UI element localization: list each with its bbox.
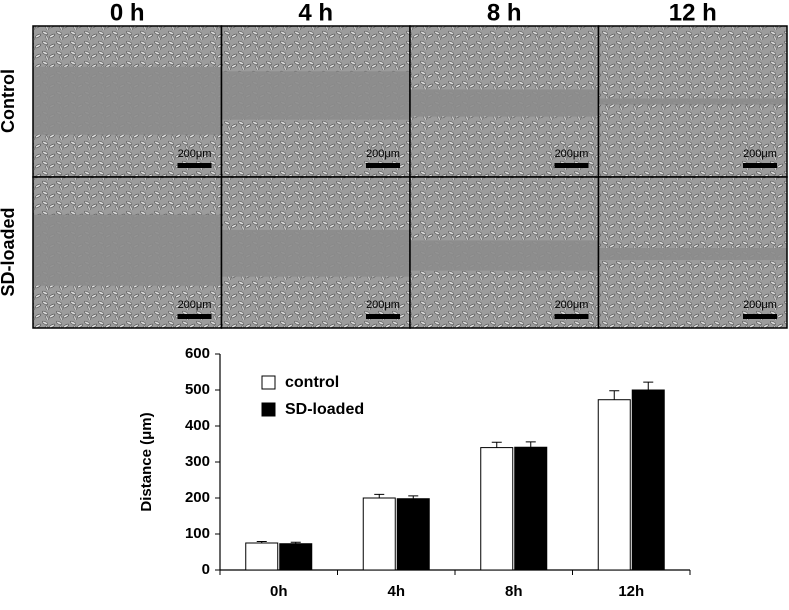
row-label: Control xyxy=(0,69,18,133)
scale-bar xyxy=(366,314,400,319)
column-header: 12 h xyxy=(669,0,717,26)
y-tick-label: 200 xyxy=(185,489,210,506)
wound-gap xyxy=(598,247,787,261)
x-tick-label: 8h xyxy=(505,583,523,600)
error-bar xyxy=(525,441,536,448)
x-tick-label: 0h xyxy=(270,583,288,600)
row-label: SD-loaded xyxy=(0,207,18,296)
scale-bar-label: 200μm xyxy=(555,299,589,311)
column-header: 4 h xyxy=(298,0,333,26)
error-bar xyxy=(491,441,502,448)
bar xyxy=(396,498,430,571)
x-tick-label: 12h xyxy=(618,583,644,600)
scale-bar xyxy=(366,163,400,168)
scale-bar xyxy=(554,314,589,319)
y-tick-label: 400 xyxy=(185,417,210,434)
error-bar xyxy=(643,381,654,390)
scale-bar-label: 200μm xyxy=(555,148,589,160)
wound-gap xyxy=(598,98,787,105)
wound-gap xyxy=(410,89,599,117)
scale-bar xyxy=(177,314,212,319)
panel-border xyxy=(597,176,788,329)
wound-gap xyxy=(33,214,222,286)
y-axis-label: Distance (μm) xyxy=(138,412,155,511)
y-tick-label: 500 xyxy=(185,381,210,398)
error-bar xyxy=(408,495,419,499)
scale-bar xyxy=(554,163,589,168)
bar xyxy=(279,543,313,571)
y-tick-label: 0 xyxy=(202,561,210,578)
error-bar xyxy=(609,390,620,400)
scale-bar-label: 200μm xyxy=(366,148,400,160)
column-header: 8 h xyxy=(487,0,522,26)
legend-swatch xyxy=(261,402,276,417)
bar xyxy=(597,399,631,571)
scale-bar xyxy=(743,314,777,319)
error-bar xyxy=(256,541,267,543)
y-tick-label: 300 xyxy=(185,453,210,470)
error-bar xyxy=(290,541,301,544)
scale-bar-label: 200μm xyxy=(178,299,212,311)
wound-gap xyxy=(221,229,410,277)
wound-gap xyxy=(33,66,222,135)
error-bar xyxy=(374,493,385,498)
scale-bar-label: 200μm xyxy=(366,299,400,311)
wound-gap xyxy=(221,71,410,120)
legend-label: SD-loaded xyxy=(285,401,364,418)
wound-gap xyxy=(410,240,599,271)
scale-bar-label: 200μm xyxy=(743,299,777,311)
scale-bar-label: 200μm xyxy=(178,148,212,160)
scale-bar xyxy=(743,163,777,168)
bar xyxy=(480,447,514,571)
legend-swatch xyxy=(261,375,276,390)
legend-label: control xyxy=(285,374,339,391)
bar xyxy=(245,542,279,571)
bar xyxy=(631,389,665,571)
y-tick-label: 600 xyxy=(185,345,210,362)
scale-bar xyxy=(177,163,212,168)
bar xyxy=(514,446,548,571)
bar xyxy=(362,497,396,571)
column-header: 0 h xyxy=(110,0,145,26)
x-tick-label: 4h xyxy=(387,583,405,600)
y-tick-label: 100 xyxy=(185,525,210,542)
scale-bar-label: 200μm xyxy=(743,148,777,160)
